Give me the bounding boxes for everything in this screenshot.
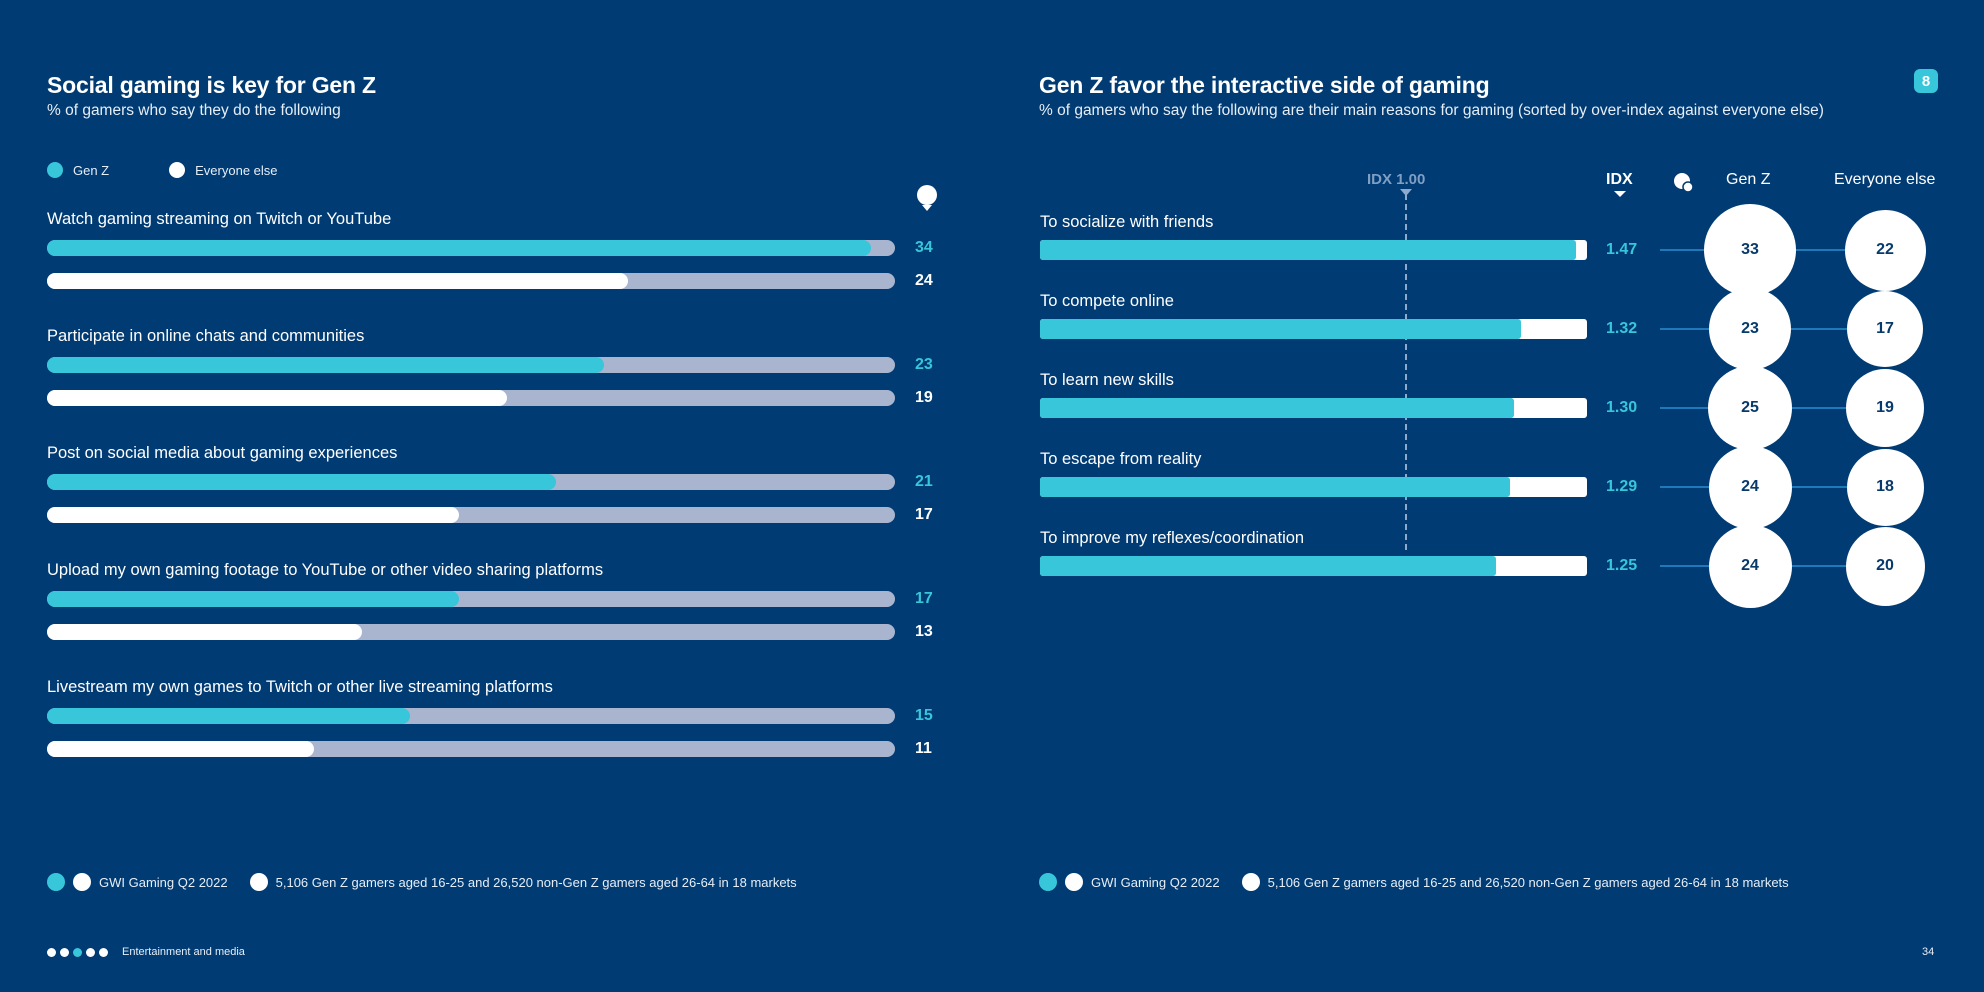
legend-everyone-label: Everyone else xyxy=(195,162,278,178)
left-chart-subtitle: % of gamers who say they do the followin… xyxy=(47,102,341,119)
calendar-icon xyxy=(73,873,91,891)
idx-reference-arrow xyxy=(1400,189,1412,196)
idx-bar xyxy=(1040,398,1514,418)
sort-bulb-icon xyxy=(917,185,937,211)
bar-genz xyxy=(47,240,871,256)
idx-value-label: 1.32 xyxy=(1606,320,1638,337)
idx-reference-line xyxy=(1405,194,1407,550)
page-badge: 8 xyxy=(1914,69,1938,93)
category-label: To learn new skills xyxy=(1040,371,1174,389)
value-label-everyone: 17 xyxy=(915,506,933,523)
circle-genz: 24 xyxy=(1708,445,1792,529)
value-label-everyone: 13 xyxy=(915,623,933,640)
circle-genz: 25 xyxy=(1708,366,1792,450)
idx-bar xyxy=(1040,556,1496,576)
idx-bar xyxy=(1040,477,1510,497)
legend-everyone-swatch xyxy=(169,162,186,178)
value-label-genz: 34 xyxy=(915,239,933,256)
section-name: Entertainment and media xyxy=(122,946,245,958)
base-icon xyxy=(1241,873,1260,891)
idx-value-label: 1.29 xyxy=(1606,478,1638,495)
bar-genz xyxy=(47,708,410,724)
progress-dot-icon xyxy=(60,947,69,957)
circle-everyone: 20 xyxy=(1845,526,1925,606)
calendar-icon xyxy=(1065,873,1083,891)
right-source-text: GWI Gaming Q2 2022 xyxy=(1091,874,1220,890)
value-label-everyone: 11 xyxy=(915,740,932,757)
value-label-genz: 15 xyxy=(915,707,933,724)
circle-genz: 33 xyxy=(1704,204,1796,296)
idx-bar xyxy=(1040,319,1521,339)
base-icon xyxy=(249,873,268,891)
section-footer: Entertainment and media xyxy=(47,946,245,958)
idx-header: IDX xyxy=(1606,171,1633,188)
bar-genz xyxy=(47,474,556,490)
category-label: Livestream my own games to Twitch or oth… xyxy=(47,678,553,696)
circle-everyone: 18 xyxy=(1846,448,1924,526)
category-label: To socialize with friends xyxy=(1040,213,1214,231)
bar-everyone xyxy=(47,624,362,640)
circle-everyone: 19 xyxy=(1846,369,1924,447)
idx-value-label: 1.47 xyxy=(1606,241,1638,258)
page-number: 34 xyxy=(1922,946,1935,958)
bar-genz xyxy=(47,357,604,373)
category-label: Post on social media about gaming experi… xyxy=(47,444,398,462)
left-base-text: 5,106 Gen Z gamers aged 16-25 and 26,520… xyxy=(275,874,797,890)
legend-genz-swatch xyxy=(47,162,63,178)
value-label-genz: 23 xyxy=(915,356,933,373)
circle-genz: 23 xyxy=(1709,288,1791,370)
source-icon xyxy=(47,873,65,891)
right-chart-title: Gen Z favor the interactive side of gami… xyxy=(1039,72,1490,98)
people-icon xyxy=(1674,173,1694,193)
progress-dot-active-icon xyxy=(73,947,82,957)
col-everyone-header: Everyone else xyxy=(1834,171,1936,188)
idx-value-label: 1.25 xyxy=(1606,557,1638,574)
bar-everyone xyxy=(47,390,507,406)
value-label-genz: 17 xyxy=(915,590,933,607)
category-label: To compete online xyxy=(1040,292,1174,310)
circle-everyone: 22 xyxy=(1844,209,1926,291)
idx-reference-label: IDX 1.00 xyxy=(1367,171,1426,188)
right-chart-subtitle: % of gamers who say the following are th… xyxy=(1039,102,1824,119)
category-label: To improve my reflexes/coordination xyxy=(1040,529,1305,547)
bar-everyone xyxy=(47,507,459,523)
category-label: Participate in online chats and communit… xyxy=(47,327,365,345)
progress-dot-icon xyxy=(99,947,108,957)
circle-everyone: 17 xyxy=(1847,291,1923,367)
right-source-footer: GWI Gaming Q2 2022 5,106 Gen Z gamers ag… xyxy=(1039,873,1789,891)
idx-value-label: 1.30 xyxy=(1606,399,1638,416)
value-label-everyone: 24 xyxy=(915,272,933,289)
sort-arrow-icon[interactable] xyxy=(1613,190,1627,198)
category-label: Upload my own gaming footage to YouTube … xyxy=(47,561,604,579)
col-genz-header: Gen Z xyxy=(1726,171,1771,188)
left-source-footer: GWI Gaming Q2 2022 5,106 Gen Z gamers ag… xyxy=(47,873,797,891)
value-label-everyone: 19 xyxy=(915,389,933,406)
circle-genz: 24 xyxy=(1708,524,1792,608)
bar-everyone xyxy=(47,273,628,289)
left-legend: Gen Z Everyone else xyxy=(47,162,278,178)
left-chart-title: Social gaming is key for Gen Z xyxy=(47,72,376,98)
connector-line xyxy=(1660,328,1922,330)
left-source-text: GWI Gaming Q2 2022 xyxy=(99,874,228,890)
source-icon xyxy=(1039,873,1057,891)
progress-dot-icon xyxy=(47,947,56,957)
value-label-genz: 21 xyxy=(915,473,933,490)
category-label: Watch gaming streaming on Twitch or YouT… xyxy=(47,210,392,228)
legend-genz-label: Gen Z xyxy=(73,162,110,178)
category-label: To escape from reality xyxy=(1040,450,1202,468)
bar-everyone xyxy=(47,741,314,757)
right-base-text: 5,106 Gen Z gamers aged 16-25 and 26,520… xyxy=(1267,874,1789,890)
bar-genz xyxy=(47,591,459,607)
progress-dot-icon xyxy=(86,947,95,957)
idx-bar xyxy=(1040,240,1576,260)
